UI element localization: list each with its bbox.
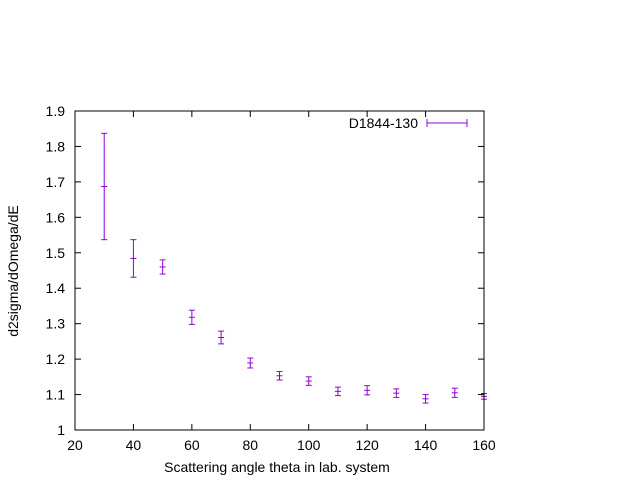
data-point xyxy=(364,385,371,396)
x-tick-label: 140 xyxy=(414,437,438,453)
x-tick-label: 40 xyxy=(126,437,142,453)
y-tick-label: 1.6 xyxy=(46,209,66,225)
data-point xyxy=(451,387,458,398)
data-point xyxy=(276,371,283,381)
data-point xyxy=(159,259,166,275)
legend: D1844-130 xyxy=(349,115,468,131)
x-tick-label: 120 xyxy=(355,437,379,453)
y-axis-label: d2sigma/dOmega/dE xyxy=(5,205,21,337)
data-point xyxy=(247,357,254,369)
y-tick-label: 1.9 xyxy=(46,103,66,119)
data-point xyxy=(393,388,400,398)
y-tick-label: 1.5 xyxy=(46,245,66,261)
data-point xyxy=(130,239,137,278)
x-axis-label: Scattering angle theta in lab. system xyxy=(164,459,390,475)
data-point xyxy=(422,394,429,404)
x-tick-label: 20 xyxy=(67,437,83,453)
y-tick-label: 1.3 xyxy=(46,316,66,332)
data-layer xyxy=(101,132,487,404)
legend-label: D1844-130 xyxy=(349,115,418,131)
y-tick-label: 1.1 xyxy=(46,387,66,403)
x-tick-label: 60 xyxy=(184,437,200,453)
y-tick-label: 1 xyxy=(57,422,65,438)
data-point xyxy=(101,132,108,241)
plot-frame xyxy=(74,110,485,431)
x-tick-label: 160 xyxy=(472,437,496,453)
ticks-layer: 20 40 60 80 100 120 140 160 1 1.1 1.2 1.3 1.4 1.5 1.6 1… xyxy=(46,103,496,453)
y-tick-label: 1.7 xyxy=(46,174,66,190)
y-tick-label: 1.4 xyxy=(46,280,66,296)
data-point xyxy=(188,309,195,325)
x-tick-label: 100 xyxy=(297,437,321,453)
data-point xyxy=(218,330,225,345)
y-tick-label: 1.8 xyxy=(46,138,66,154)
data-point xyxy=(305,376,312,386)
y-tick-label: 1.2 xyxy=(46,351,66,367)
data-point xyxy=(334,386,341,397)
x-tick-label: 80 xyxy=(242,437,258,453)
